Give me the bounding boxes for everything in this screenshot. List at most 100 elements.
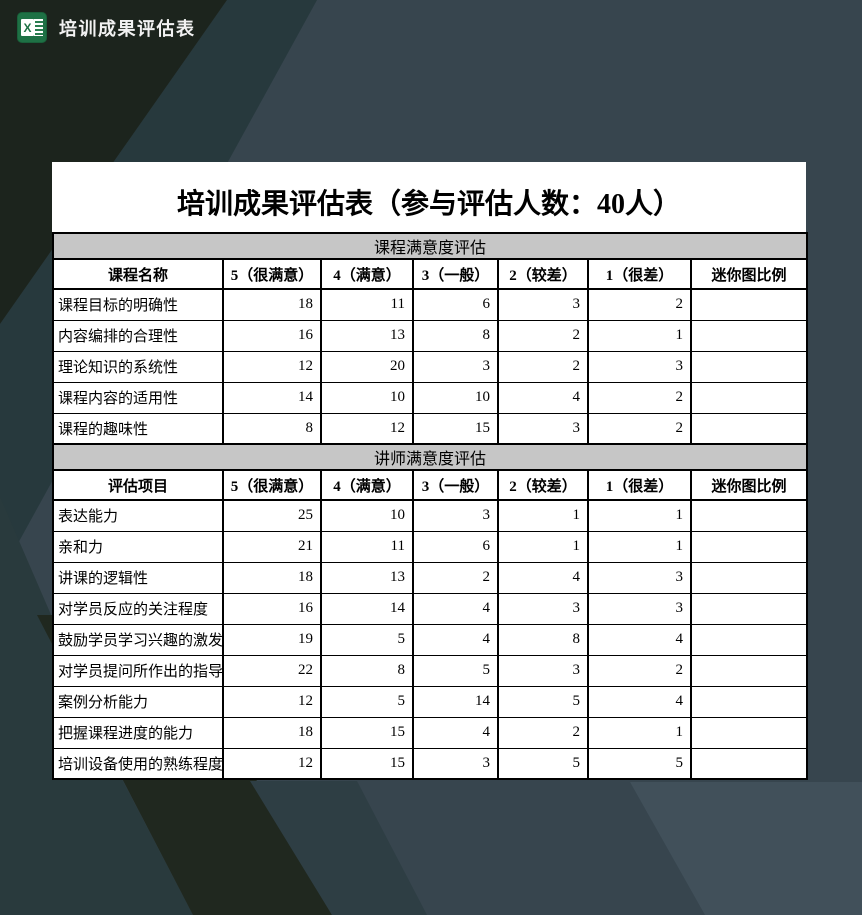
row-label: 对学员提问所作出的指导 [52,654,224,687]
value-cell: 15 [320,716,414,749]
value-cell: 5 [320,623,414,656]
mini-chart-cell [689,623,809,656]
column-header-row: 评估项目 5（很满意） 4（满意） 3（一般） 2（较差） 1（很差） 迷你图比例 [52,469,809,501]
column-header: 2（较差） [497,258,589,290]
table-row: 对学员提问所作出的指导 22 8 5 3 2 [52,654,809,687]
value-cell: 1 [497,499,589,532]
mini-chart-cell [689,412,809,445]
value-cell: 16 [222,319,322,352]
value-cell: 5 [320,685,414,718]
value-cell: 13 [320,561,414,594]
row-label: 鼓励学员学习兴趣的激发 [52,623,224,656]
evaluation-table: 课程满意度评估 课程名称 5（很满意） 4（满意） 3（一般） 2（较差） 1（很差） 迷你图… [51,232,809,780]
column-header: 迷你图比例 [689,469,809,501]
value-cell: 20 [320,350,414,383]
table-row: 课程内容的适用性 14 10 10 4 2 [52,381,809,414]
row-label: 表达能力 [52,499,224,532]
row-label: 课程内容的适用性 [52,381,224,414]
value-cell: 5 [587,747,692,780]
section-header: 讲师满意度评估 [51,443,809,471]
value-cell: 8 [497,623,589,656]
excel-x-glyph: X [21,19,34,36]
value-cell: 1 [587,530,692,563]
bg-teal-strip-bottom [250,781,427,915]
value-cell: 2 [497,319,589,352]
value-cell: 1 [497,530,589,563]
column-header: 5（很满意） [222,258,322,290]
column-header: 3（一般） [412,469,499,501]
column-header: 2（较差） [497,469,589,501]
column-header: 4（满意） [320,469,414,501]
value-cell: 16 [222,592,322,625]
app-header: X 培训成果评估表 [17,12,196,43]
row-label: 讲课的逻辑性 [52,561,224,594]
row-label: 亲和力 [52,530,224,563]
value-cell: 18 [222,561,322,594]
row-label: 把握课程进度的能力 [52,716,224,749]
mini-chart-cell [689,381,809,414]
value-cell: 3 [497,288,589,321]
column-header: 4（满意） [320,258,414,290]
value-cell: 14 [412,685,499,718]
mini-chart-cell [689,561,809,594]
value-cell: 15 [412,412,499,445]
value-cell: 10 [412,381,499,414]
value-cell: 6 [412,530,499,563]
column-header: 3（一般） [412,258,499,290]
value-cell: 18 [222,716,322,749]
value-cell: 4 [412,716,499,749]
row-label: 培训设备使用的熟练程度 [52,747,224,780]
value-cell: 3 [497,592,589,625]
excel-icon: X [17,12,47,43]
value-cell: 10 [320,381,414,414]
value-cell: 4 [587,685,692,718]
value-cell: 2 [587,381,692,414]
row-label: 内容编排的合理性 [52,319,224,352]
column-header: 5（很满意） [222,469,322,501]
value-cell: 10 [320,499,414,532]
table-row: 讲课的逻辑性 18 13 2 4 3 [52,561,809,594]
value-cell: 3 [412,350,499,383]
mini-chart-cell [689,530,809,563]
value-cell: 4 [587,623,692,656]
value-cell: 4 [412,592,499,625]
table-row: 表达能力 25 10 3 1 1 [52,499,809,532]
value-cell: 2 [497,350,589,383]
excel-sheet-grid-icon [34,19,43,36]
column-header: 1（很差） [587,469,692,501]
value-cell: 11 [320,530,414,563]
value-cell: 12 [222,350,322,383]
value-cell: 2 [587,412,692,445]
column-header-row: 课程名称 5（很满意） 4（满意） 3（一般） 2（较差） 1（很差） 迷你图比例 [52,258,809,290]
bg-light-wedge-bottomright [630,782,862,915]
table-row: 对学员反应的关注程度 16 14 4 3 3 [52,592,809,625]
value-cell: 2 [587,654,692,687]
value-cell: 12 [320,412,414,445]
row-label: 案例分析能力 [52,685,224,718]
row-label: 课程目标的明确性 [52,288,224,321]
value-cell: 1 [587,716,692,749]
value-cell: 3 [497,654,589,687]
value-cell: 12 [222,685,322,718]
value-cell: 13 [320,319,414,352]
value-cell: 8 [412,319,499,352]
value-cell: 11 [320,288,414,321]
mini-chart-cell [689,592,809,625]
table-row: 培训设备使用的熟练程度 12 15 3 5 5 [52,747,809,780]
value-cell: 14 [320,592,414,625]
value-cell: 3 [587,592,692,625]
value-cell: 14 [222,381,322,414]
section-header: 课程满意度评估 [51,232,809,260]
table-row: 鼓励学员学习兴趣的激发 19 5 4 8 4 [52,623,809,656]
value-cell: 3 [587,350,692,383]
value-cell: 4 [412,623,499,656]
row-label: 对学员反应的关注程度 [52,592,224,625]
value-cell: 19 [222,623,322,656]
value-cell: 5 [497,747,589,780]
table-row: 理论知识的系统性 12 20 3 2 3 [52,350,809,383]
section-header-row: 讲师满意度评估 [51,443,809,471]
value-cell: 1 [587,499,692,532]
value-cell: 8 [320,654,414,687]
mini-chart-cell [689,716,809,749]
